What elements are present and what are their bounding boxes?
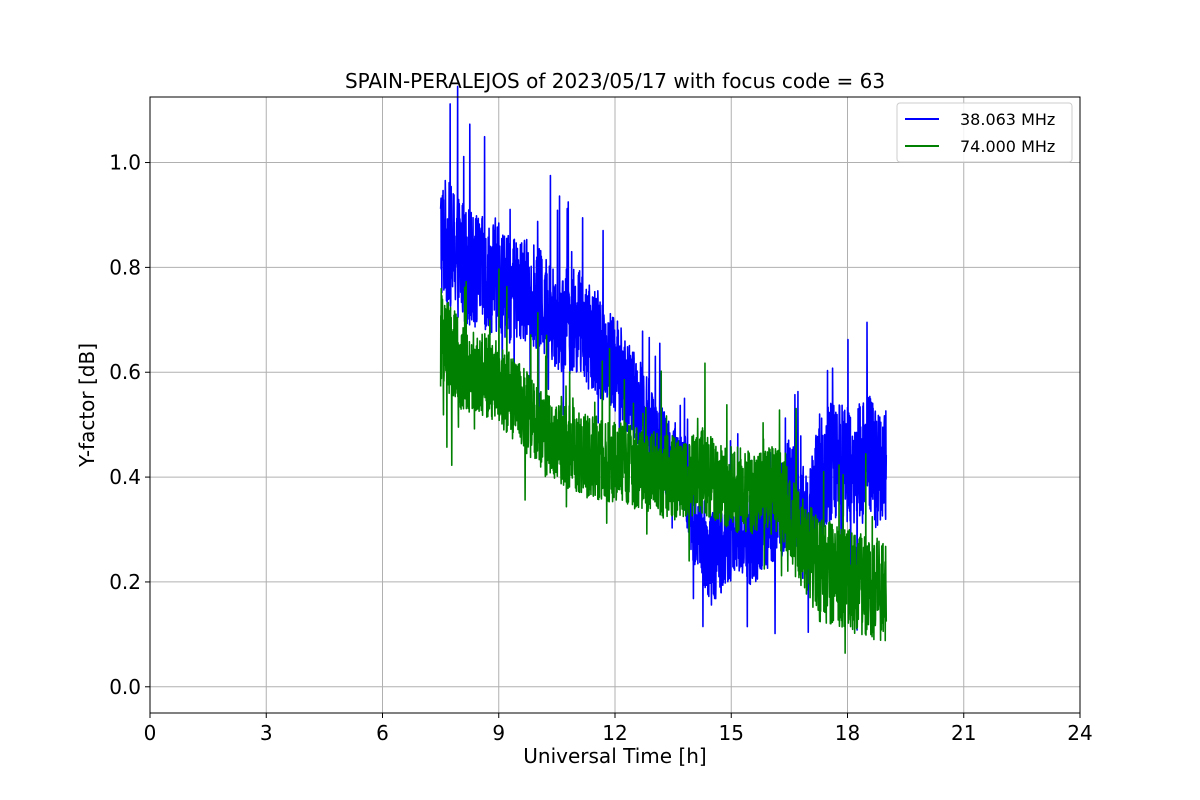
legend-label-74mhz: 74.000 MHz bbox=[960, 137, 1055, 156]
series-line-38mhz bbox=[439, 85, 888, 635]
legend: 38.063 MHz 74.000 MHz bbox=[896, 102, 1073, 163]
series-line-74mhz bbox=[439, 268, 888, 654]
plot-area bbox=[149, 85, 1081, 714]
series-lines bbox=[439, 85, 888, 654]
x-tick-label: 0 bbox=[144, 721, 157, 745]
x-tick-label: 21 bbox=[951, 721, 976, 745]
x-tick-label: 18 bbox=[835, 721, 860, 745]
x-tick-label: 3 bbox=[260, 721, 273, 745]
y-axis: 0.0 0.2 0.4 0.6 0.8 1.0 bbox=[109, 151, 150, 699]
y-tick-label: 0.6 bbox=[109, 360, 141, 384]
legend-box bbox=[896, 102, 1073, 163]
y-axis-label: Y-factor [dB] bbox=[75, 343, 99, 468]
y-tick-label: 1.0 bbox=[109, 151, 141, 175]
x-tick-label: 9 bbox=[492, 721, 505, 745]
legend-label-38mhz: 38.063 MHz bbox=[960, 110, 1055, 129]
y-tick-label: 0.0 bbox=[109, 675, 141, 699]
y-tick-label: 0.4 bbox=[109, 465, 141, 489]
y-tick-label: 0.8 bbox=[109, 255, 141, 279]
chart-title: SPAIN-PERALEJOS of 2023/05/17 with focus… bbox=[345, 69, 885, 93]
x-tick-label: 6 bbox=[376, 721, 389, 745]
x-tick-label: 24 bbox=[1067, 721, 1092, 745]
x-axis-label: Universal Time [h] bbox=[523, 744, 706, 768]
x-axis: 0 3 6 9 12 15 18 21 24 bbox=[144, 713, 1093, 745]
x-tick-label: 15 bbox=[719, 721, 744, 745]
y-tick-label: 0.2 bbox=[109, 570, 141, 594]
x-tick-label: 12 bbox=[602, 721, 627, 745]
